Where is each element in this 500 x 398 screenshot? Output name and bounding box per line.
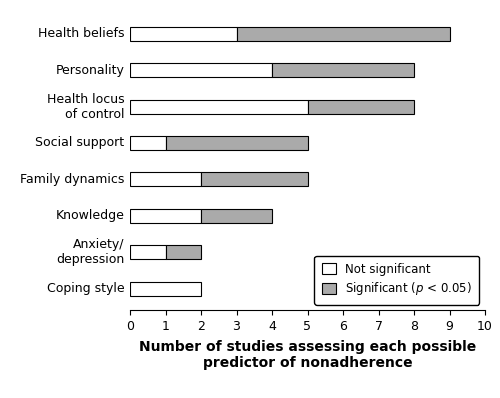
Bar	[201, 172, 308, 186]
Bar	[130, 100, 308, 113]
Bar	[130, 282, 201, 295]
Legend: Not significant, Significant ($p$ < 0.05): Not significant, Significant ($p$ < 0.05…	[314, 256, 479, 304]
Bar	[201, 209, 272, 223]
Bar	[130, 136, 166, 150]
Bar	[166, 245, 201, 259]
Bar	[130, 209, 201, 223]
X-axis label: Number of studies assessing each possible
predictor of nonadherence: Number of studies assessing each possibl…	[139, 340, 476, 370]
Bar	[130, 245, 166, 259]
Bar	[236, 27, 450, 41]
Bar	[130, 63, 272, 77]
Bar	[166, 136, 308, 150]
Bar	[308, 100, 414, 113]
Bar	[272, 63, 414, 77]
Bar	[130, 27, 236, 41]
Bar	[130, 172, 201, 186]
